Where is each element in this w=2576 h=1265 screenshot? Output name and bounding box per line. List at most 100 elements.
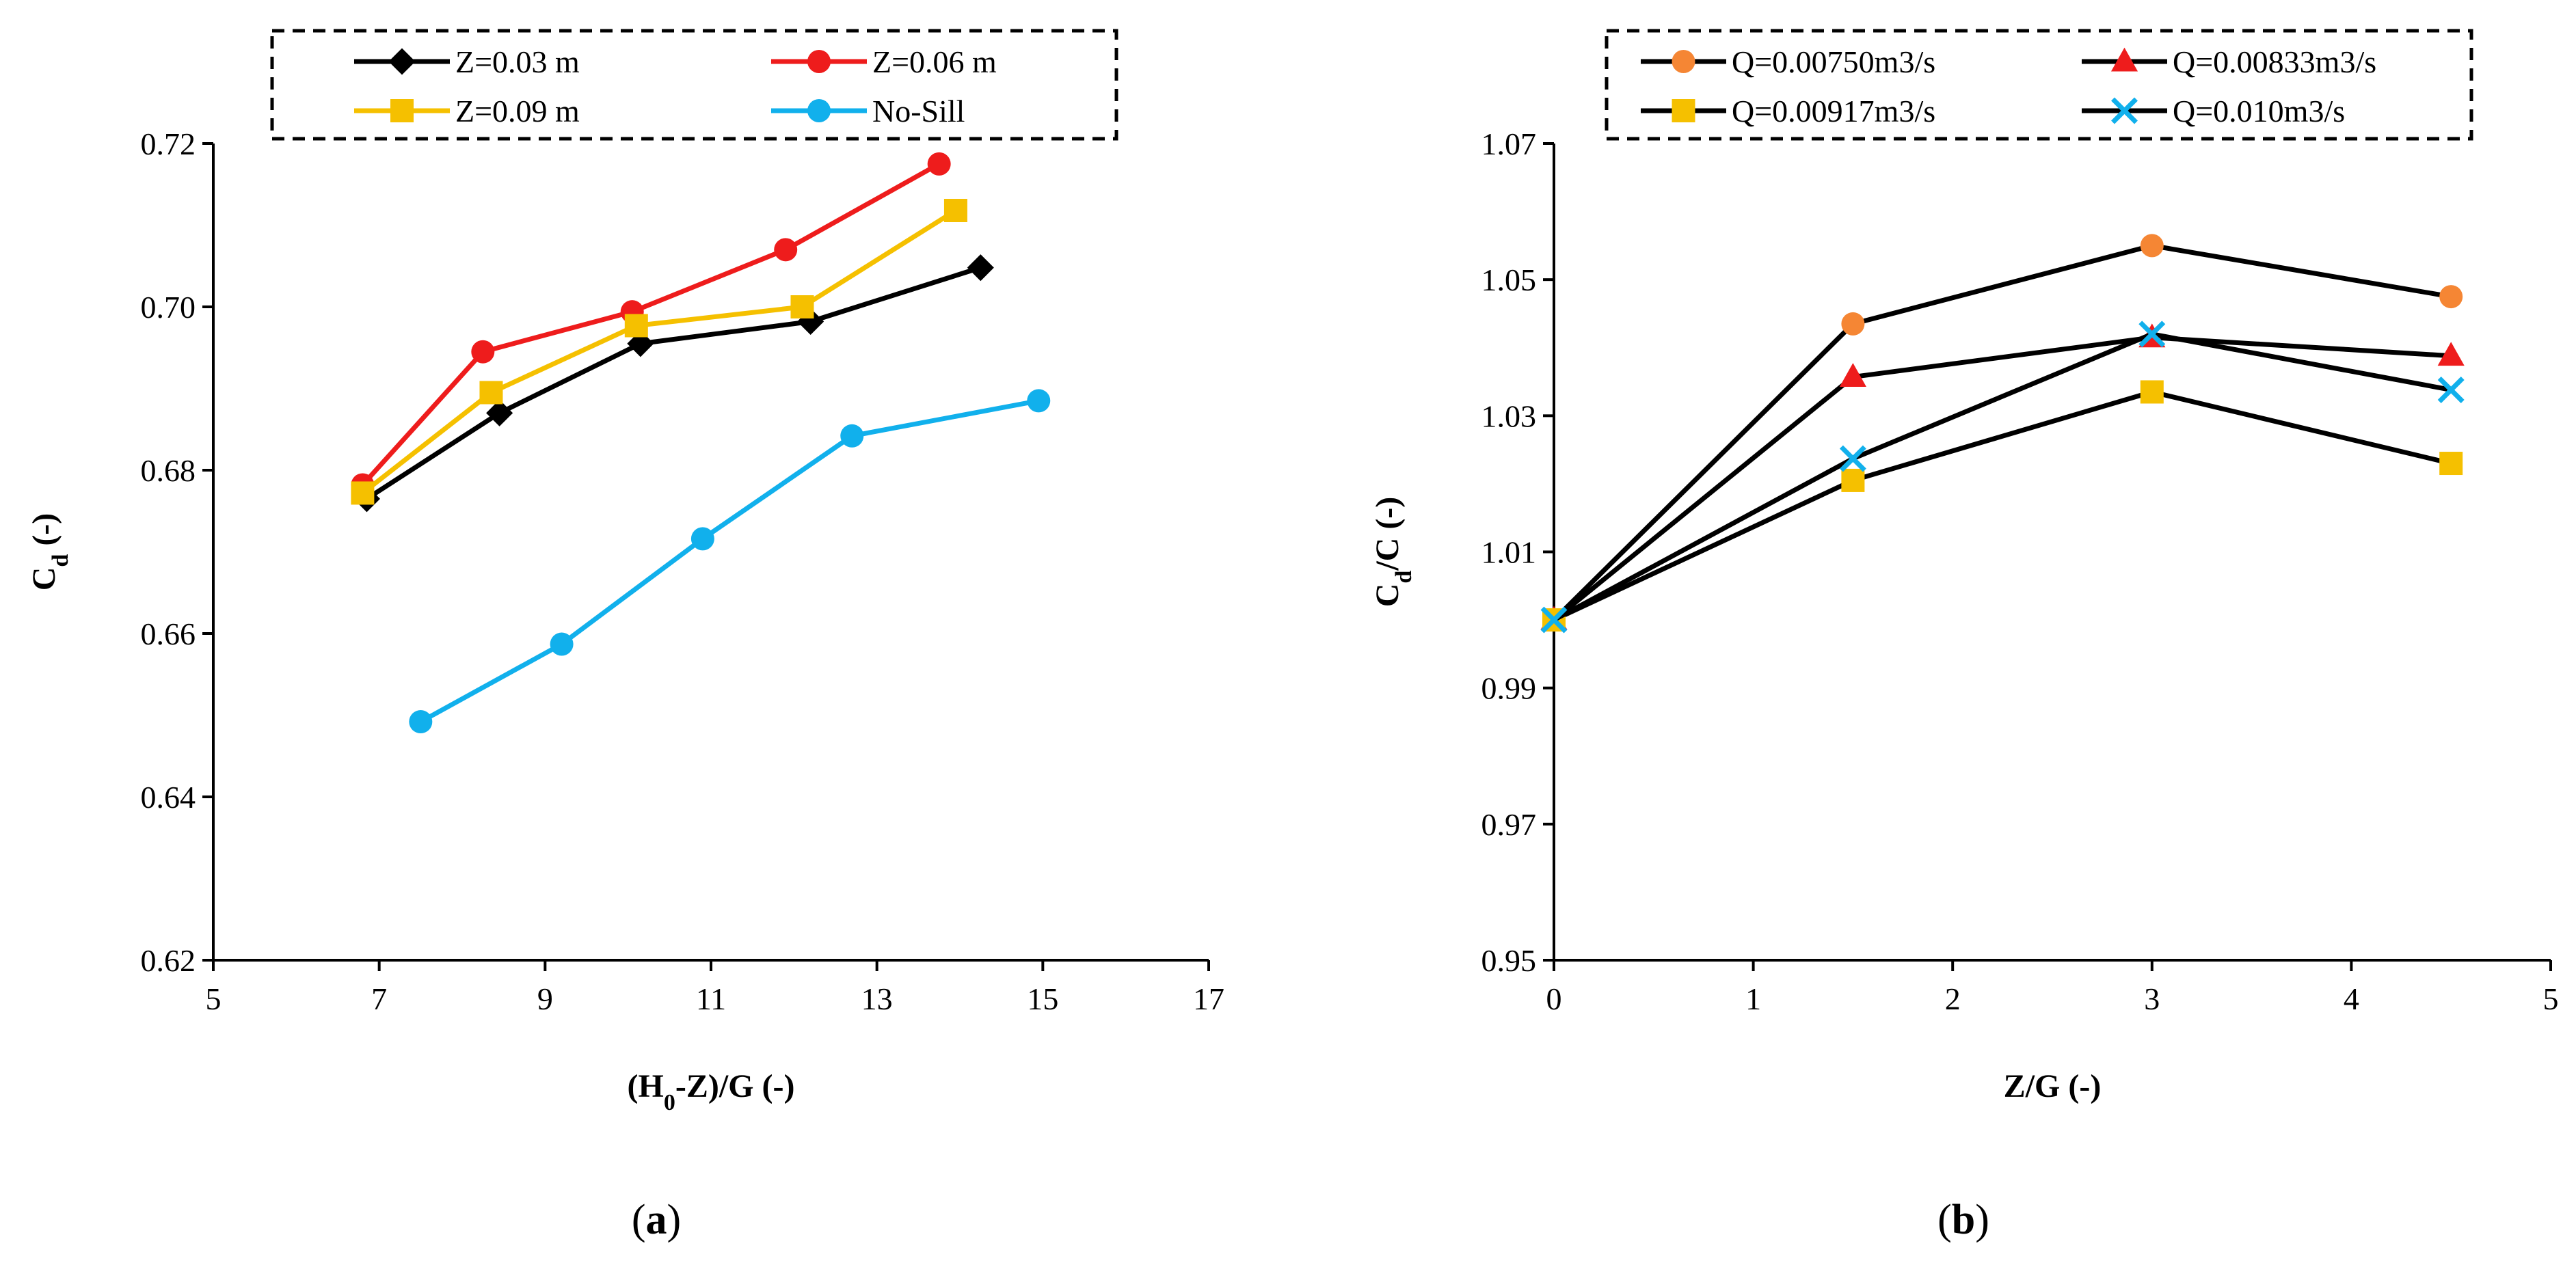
series-4 (1540, 321, 2465, 634)
legend-frame (1605, 29, 2473, 141)
legend-marker (807, 99, 831, 122)
legend-label: No-Sill (872, 94, 965, 128)
data-point (1841, 312, 1865, 336)
data-point (479, 381, 503, 405)
legend-marker (2110, 47, 2138, 72)
y-tick-label: 1.07 (1481, 126, 1537, 161)
panel-label: (a) (632, 1197, 681, 1243)
data-point (2140, 380, 2164, 404)
series-line (1552, 335, 2452, 622)
data-point (774, 238, 798, 262)
panel-label: (b) (1937, 1197, 1989, 1243)
series-3 (351, 198, 967, 505)
data-point (550, 632, 574, 656)
data-point (2138, 321, 2166, 348)
legend-entry: No-Sill (771, 94, 965, 128)
y-tick-label: 0.95 (1481, 943, 1537, 978)
data-point (2437, 377, 2465, 403)
data-point (927, 152, 951, 176)
series-line (1553, 389, 2452, 623)
series-line (365, 265, 982, 501)
data-point (624, 314, 648, 338)
data-point (409, 710, 433, 734)
legend-label: Z=0.06 m (872, 44, 997, 79)
chart-panel-a: 0.62 0.64 0.66 0.68 0.70 0.72 5 7 9 11 13 15 17 (H0-Z… (26, 29, 1224, 1243)
series-3 (1542, 380, 2463, 632)
y-tick-label: 0.99 (1481, 671, 1537, 706)
x-tick-label: 15 (1027, 981, 1058, 1016)
legend-entry: Q=0.010m3/s (2082, 94, 2345, 128)
data-point (840, 424, 864, 448)
data-point (2439, 452, 2463, 476)
x-tick-label: 1 (1745, 981, 1761, 1016)
x-axis-label: (H0-Z)/G (-) (628, 1068, 795, 1115)
data-point (471, 340, 495, 364)
chart-panel-b: 0.95 0.97 0.99 1.01 1.03 1.05 1.07 0 1 2 3 4 5 Z/G (-… (1369, 29, 2559, 1243)
y-tick-label: 0.68 (141, 453, 196, 488)
series-line (361, 208, 957, 495)
y-tick-label: 0.66 (141, 616, 196, 651)
legend-entry: Q=0.00750m3/s (1641, 44, 1935, 79)
legend-entry: Z=0.03 m (354, 44, 580, 79)
x-tick-label: 0 (1546, 981, 1562, 1016)
legend-label: Z=0.09 m (455, 94, 580, 128)
legend-entry: Z=0.09 m (354, 94, 580, 128)
data-point (1027, 389, 1051, 413)
x-tick-label: 5 (2543, 981, 2559, 1016)
y-tick-label: 0.97 (1481, 807, 1537, 842)
legend-entry: Z=0.06 m (771, 44, 997, 79)
y-tick-label: 1.05 (1481, 262, 1537, 297)
data-point (2439, 285, 2463, 309)
data-point (2140, 234, 2164, 258)
data-point (1540, 606, 1568, 634)
legend-label: Q=0.00833m3/s (2173, 44, 2376, 79)
y-tick-label: 1.03 (1481, 398, 1537, 433)
legend-marker (2111, 97, 2138, 124)
legend-label: Q=0.00917m3/s (1732, 94, 1935, 128)
y-tick-label: 0.64 (141, 780, 196, 815)
data-point (1839, 363, 1866, 387)
data-point (967, 254, 994, 282)
legend-label: Q=0.010m3/s (2173, 94, 2345, 128)
x-axis-label: Z/G (-) (2004, 1068, 2102, 1104)
x-tick-label: 11 (696, 981, 726, 1016)
y-axis-label: Cd/C (-) (1369, 497, 1417, 608)
x-tick-label: 4 (2344, 981, 2359, 1016)
series-4 (409, 389, 1051, 734)
legend-entry: Q=0.00833m3/s (2082, 44, 2376, 79)
x-tick-label: 2 (1945, 981, 1961, 1016)
series-line (1552, 243, 2452, 622)
legend-marker (1672, 50, 1695, 73)
x-tick-label: 13 (861, 981, 893, 1016)
data-point (943, 198, 967, 222)
y-axis-label: Cd (-) (26, 513, 73, 591)
x-tick-label: 3 (2144, 981, 2160, 1016)
series-line (1553, 331, 2452, 623)
data-point (690, 527, 714, 551)
legend-marker (1672, 99, 1695, 122)
series-line (419, 398, 1039, 724)
legend-marker (390, 99, 414, 122)
y-tick-label: 1.01 (1481, 535, 1537, 570)
data-point (2437, 342, 2465, 366)
legend: Z=0.03 m Z=0.06 m Z=0.09 m No-Sill (270, 29, 1118, 141)
legend-marker (807, 50, 831, 73)
x-tick-label: 17 (1193, 981, 1224, 1016)
x-tick-label: 5 (206, 981, 222, 1016)
data-point (1841, 468, 1865, 492)
data-point (351, 481, 375, 505)
data-point (1839, 445, 1866, 472)
legend-marker (388, 48, 416, 75)
legend-entry: Q=0.00917m3/s (1641, 94, 1935, 128)
y-tick-label: 0.62 (141, 943, 196, 978)
x-tick-label: 7 (371, 981, 387, 1016)
legend: Q=0.00750m3/s Q=0.00833m3/s Q=0.00917m3/s Q… (1605, 29, 2473, 141)
data-point (486, 399, 513, 426)
x-tick-label: 9 (537, 981, 553, 1016)
legend-label: Q=0.00750m3/s (1732, 44, 1935, 79)
y-tick-label: 0.70 (141, 290, 196, 325)
y-tick-label: 0.72 (141, 126, 196, 161)
legend-label: Z=0.03 m (455, 44, 580, 79)
series-2 (1540, 323, 2465, 630)
